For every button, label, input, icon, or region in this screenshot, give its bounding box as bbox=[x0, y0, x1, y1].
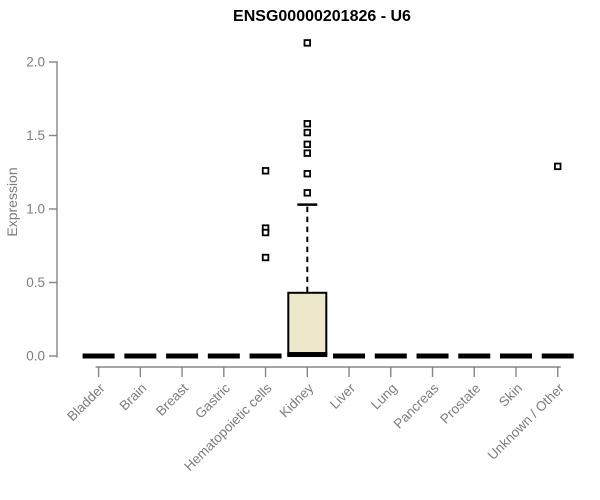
median-line bbox=[207, 353, 240, 359]
median-line bbox=[500, 353, 532, 359]
outlier-point bbox=[261, 167, 270, 175]
median-line bbox=[166, 353, 199, 359]
boxes-group bbox=[82, 39, 574, 359]
outlier-point bbox=[303, 128, 311, 137]
outlier-point bbox=[303, 140, 311, 149]
y-tick-label: 0.5 bbox=[26, 275, 45, 290]
outlier-point bbox=[261, 228, 270, 237]
category-label: Skin bbox=[496, 381, 525, 410]
category-label: Prostate bbox=[437, 381, 483, 427]
category-label: Liver bbox=[327, 380, 359, 412]
outlier-point bbox=[303, 120, 311, 128]
category-label: Kidney bbox=[277, 380, 317, 420]
outlier-point bbox=[303, 189, 311, 197]
outlier-point bbox=[303, 170, 311, 178]
median-line bbox=[82, 353, 115, 359]
category-label: Bladder bbox=[64, 380, 108, 424]
outlier-point bbox=[261, 253, 270, 262]
category-label: Unknown / Other bbox=[485, 380, 568, 463]
category-label: Gastric bbox=[192, 380, 233, 421]
y-tick-label: 1.5 bbox=[26, 128, 45, 143]
median-line bbox=[249, 353, 282, 359]
box bbox=[287, 291, 328, 356]
median-line bbox=[124, 353, 157, 359]
median-line bbox=[458, 353, 491, 359]
median-line bbox=[333, 353, 366, 359]
median-line bbox=[287, 352, 328, 358]
median-line bbox=[416, 353, 449, 359]
y-tick-label: 0.0 bbox=[26, 349, 45, 364]
y-tick-label: 1.0 bbox=[26, 202, 45, 217]
category-label: Pancreas bbox=[391, 380, 442, 431]
outlier-point bbox=[303, 149, 311, 157]
axes-group: 0.0 0.5 1.0 1.5 2.0 Bladder Brain Breast Gastric… bbox=[26, 55, 567, 474]
y-tick-label: 2.0 bbox=[26, 55, 45, 70]
category-label: Breast bbox=[153, 380, 191, 418]
category-label: Lung bbox=[368, 381, 400, 413]
outlier-point bbox=[303, 39, 311, 47]
category-label: Brain bbox=[117, 381, 150, 414]
y-axis-label: Expression bbox=[4, 167, 20, 236]
chart-title: ENSG00000201826 - U6 bbox=[233, 8, 411, 25]
median-line bbox=[374, 353, 407, 359]
outlier-point bbox=[554, 162, 562, 171]
median-line bbox=[541, 353, 574, 359]
